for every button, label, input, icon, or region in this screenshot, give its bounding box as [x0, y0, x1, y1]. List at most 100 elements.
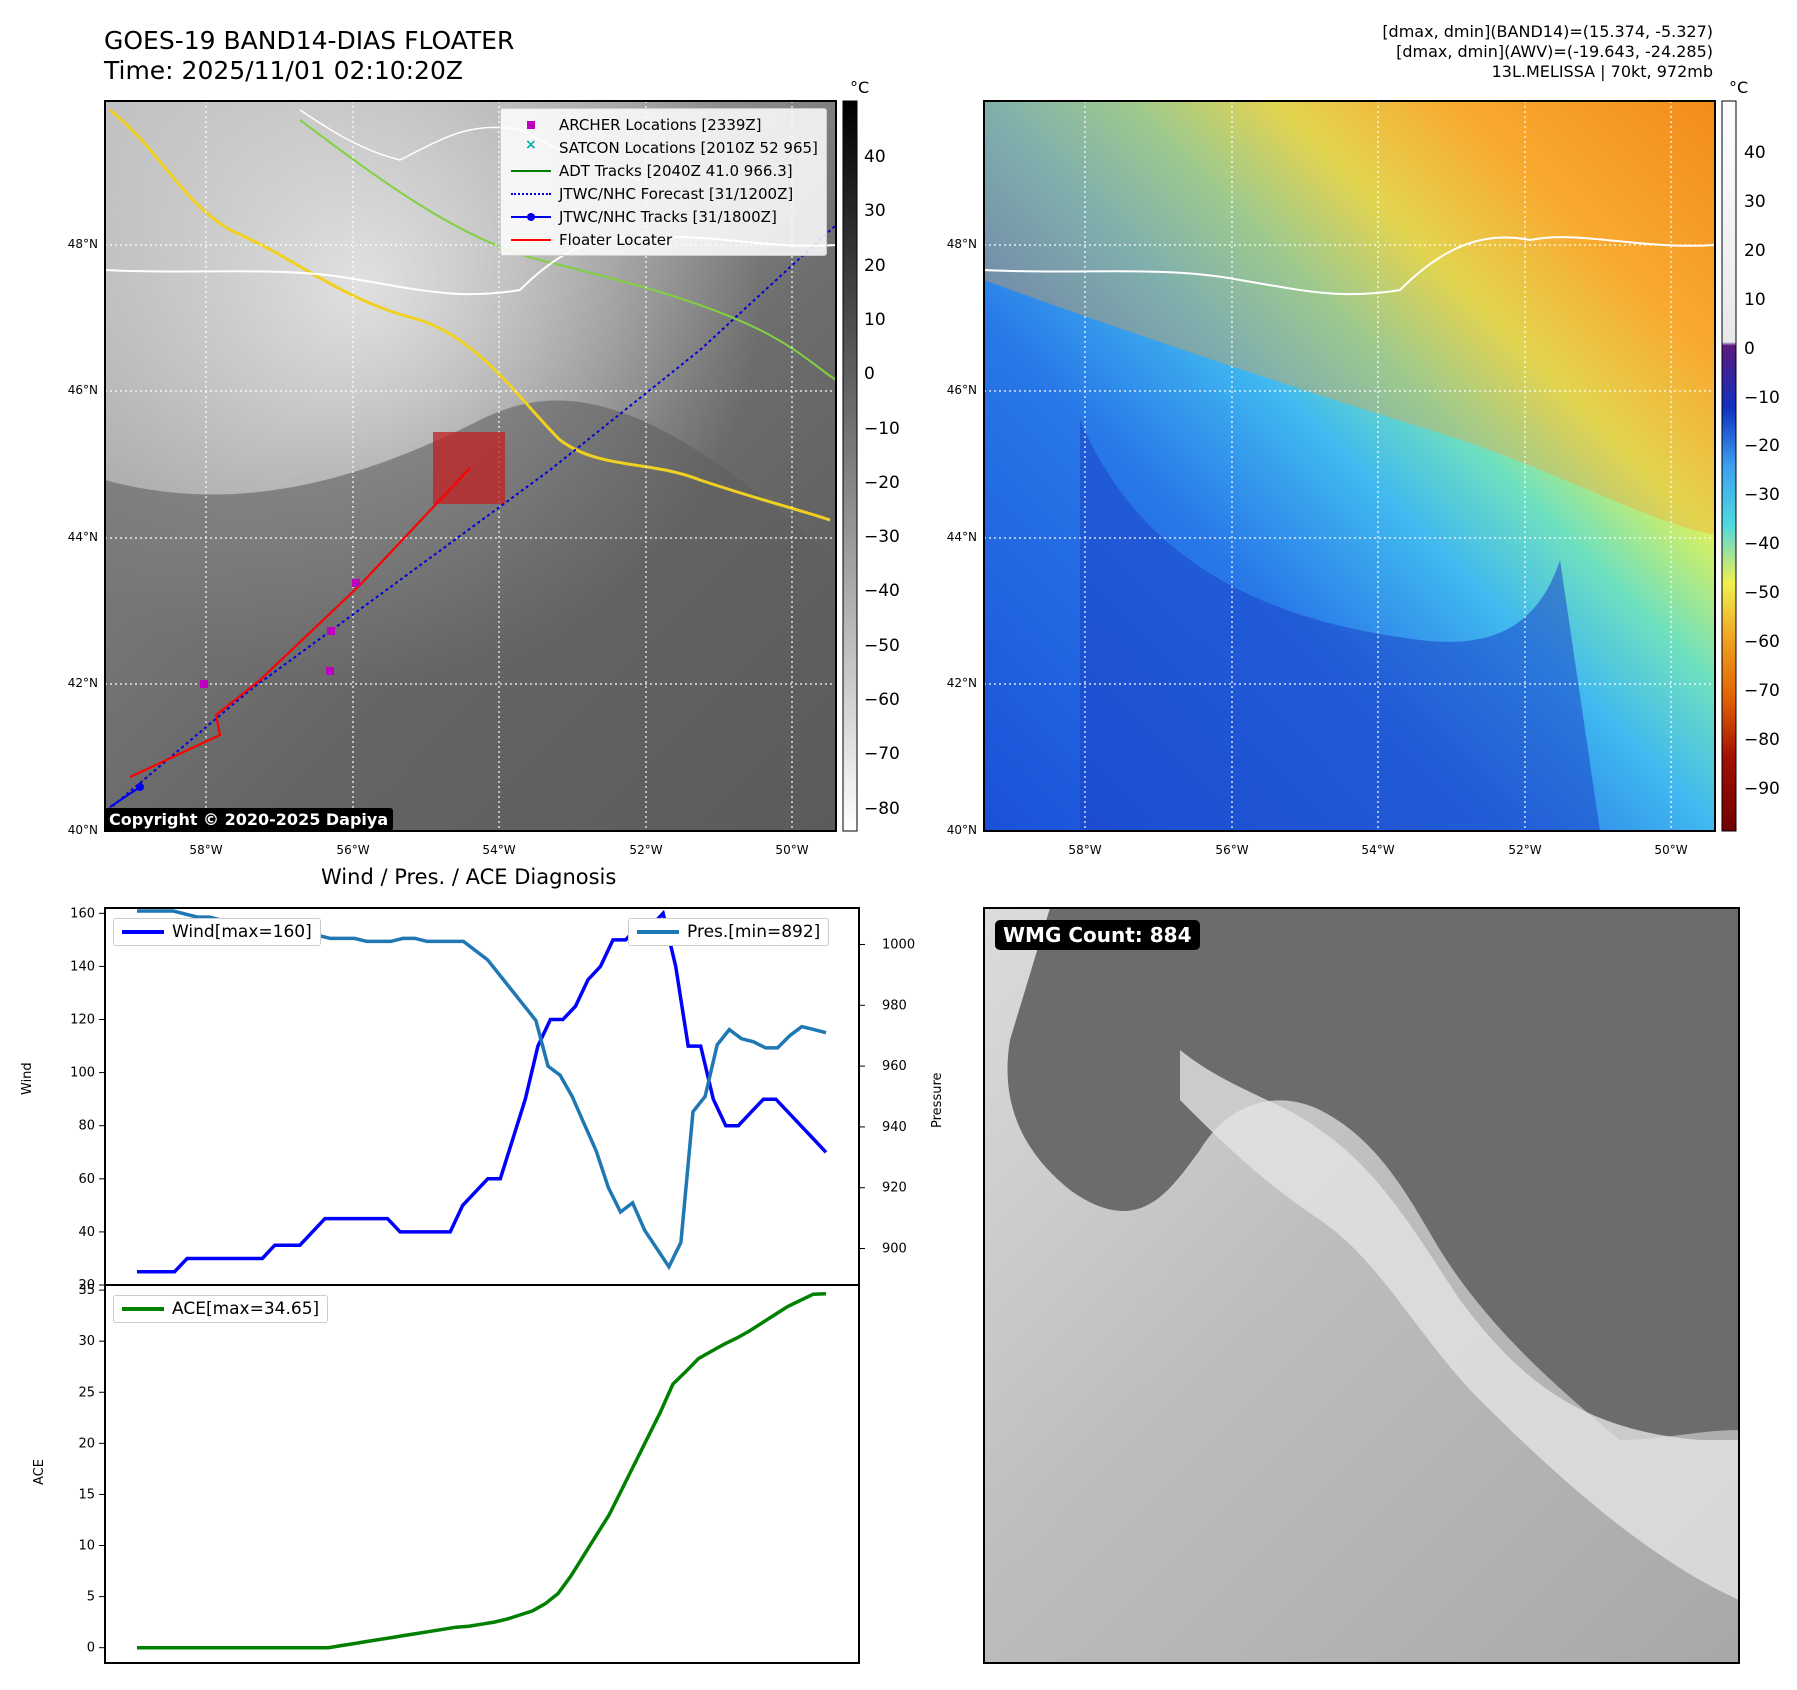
yellow-contour [109, 108, 831, 522]
wmg-count-badge: WMG Count: 884 [995, 920, 1200, 950]
ir-colorbar-tick: 30 [864, 201, 886, 222]
awv-lat-label: 40°N [946, 823, 977, 837]
wmg-frame [983, 907, 1740, 1664]
floater-locater-track [129, 467, 471, 778]
awv-lat-label: 46°N [946, 383, 977, 397]
pres-tick-label: 920 [882, 1181, 907, 1196]
ace-legend-label: ACE[max=34.65] [172, 1299, 320, 1319]
info-line-2: [dmax, dmin](AWV)=(-19.643, -24.285) [1396, 42, 1713, 61]
legend-floater: Floater Locater [509, 228, 818, 251]
awv-colorbar-tick: −90 [1744, 778, 1780, 799]
awv-map-frame [983, 100, 1716, 832]
wind-tick-label: 60 [78, 1172, 95, 1187]
ir-colorbar-tick: −10 [864, 418, 900, 439]
ace-series-line [137, 1291, 827, 1650]
pres-tick-label: 1000 [882, 937, 915, 952]
legend-archer-label: ARCHER Locations [2339Z] [559, 115, 762, 134]
title-line-1: GOES-19 BAND14-DIAS FLOATER [104, 26, 515, 55]
jtwc-track [109, 786, 141, 808]
ir-lon-label: 50°W [775, 843, 809, 857]
awv-lat-label: 42°N [946, 676, 977, 690]
awv-colorbar-tick: 20 [1744, 240, 1766, 261]
wind-legend-label: Wind[max=160] [172, 922, 312, 942]
ir-lon-label: 52°W [629, 843, 663, 857]
ace-tick-label: 10 [78, 1539, 95, 1554]
awv-colorbar-tick: −80 [1744, 729, 1780, 750]
wmg-panel [983, 907, 1740, 1664]
ace-tick-label: 35 [78, 1283, 95, 1298]
ir-colorbar-tick: 40 [864, 147, 886, 167]
ace-frame [104, 1284, 860, 1664]
ir-colorbar-unit: °C [850, 78, 870, 97]
wind-legend: Wind[max=160] [113, 918, 321, 946]
awv-dry-slot [1080, 420, 1600, 831]
ir-colorbar-tick: 10 [864, 309, 886, 330]
pres-tick-label: 980 [882, 998, 907, 1013]
awv-lon-label: 52°W [1508, 843, 1542, 857]
legend-archer: ARCHER Locations [2339Z] [509, 113, 818, 136]
ir-colorbar-tick: −80 [864, 798, 900, 819]
ace-tick-label: 0 [87, 1641, 95, 1656]
ir-colorbar-tick: 20 [864, 255, 886, 276]
wind-tick-label: 140 [70, 959, 95, 974]
wind-tick-label: 100 [70, 1066, 95, 1081]
jtwc-forecast-track [107, 224, 836, 811]
awv-colorbar-tick: −40 [1744, 534, 1780, 555]
ir-colorbar-tick: −40 [864, 581, 900, 602]
wind-tick-label: 160 [70, 906, 95, 921]
info-line-3: 13L.MELISSA | 70kt, 972mb [1491, 62, 1713, 81]
ace-tick-label: 15 [78, 1487, 95, 1502]
ir-colorbar-tick: −20 [864, 472, 900, 493]
ir-lat-label: 40°N [67, 823, 98, 837]
awv-colorbar-tick: −20 [1744, 436, 1780, 457]
legend-adt: ADT Tracks [2040Z 41.0 966.3] [509, 159, 818, 182]
wmg-bright-band [1180, 1050, 1739, 1600]
awv-colorbar-tick: 40 [1744, 143, 1766, 163]
awv-colorbar-tick: 30 [1744, 191, 1766, 212]
archer-point [326, 667, 334, 675]
awv-colorbar-tick: 10 [1744, 289, 1766, 310]
ir-lon-label: 54°W [482, 843, 516, 857]
ace-axis-label: ACE [32, 1459, 47, 1485]
ace-tick-label: 25 [78, 1385, 95, 1400]
green-contour [299, 119, 836, 381]
title-line-2: Time: 2025/11/01 02:10:20Z [104, 56, 463, 85]
awv-colorbar-unit: °C [1729, 78, 1749, 97]
awv-gridlines [984, 101, 1715, 831]
ace-tick-label: 5 [87, 1590, 95, 1605]
info-line-1: [dmax, dmin](BAND14)=(15.374, -5.327) [1382, 22, 1713, 41]
wind-tick-label: 20 [78, 1278, 95, 1293]
legend-jtwc-forecast: JTWC/NHC Forecast [31/1200Z] [509, 182, 818, 205]
pres-legend-label: Pres.[min=892] [687, 922, 821, 942]
pressure-axis-label: Pressure [930, 1072, 945, 1128]
awv-lat-label: 44°N [946, 530, 977, 544]
pres-legend: Pres.[min=892] [628, 918, 830, 946]
figure-title: GOES-19 BAND14-DIAS FLOATER Time: 2025/1… [104, 26, 514, 86]
ace-tick-label: 30 [78, 1334, 95, 1349]
ir-colorbar-tick: −30 [864, 527, 900, 548]
awv-moist-band [984, 101, 1715, 535]
map-legend: ARCHER Locations [2339Z] × SATCON Locati… [500, 108, 827, 256]
ir-dark-sea-region [105, 400, 836, 831]
copyright-badge: Copyright © 2020-2025 Dapiya [104, 808, 394, 831]
pres-tick-label: 940 [882, 1120, 907, 1135]
ir-colorbar-tick: −50 [864, 635, 900, 656]
legend-jtwc-forecast-label: JTWC/NHC Forecast [31/1200Z] [559, 184, 794, 203]
awv-lon-label: 50°W [1654, 843, 1688, 857]
awv-colorbar-tick: −50 [1744, 583, 1780, 604]
wind-pres-chart: 20 40 60 80 100 120 140 160 900 920 940 960 980 1000 [70, 906, 915, 1293]
wind-series-line [137, 909, 828, 1274]
ace-chart: 0 5 10 15 20 25 30 35 [78, 1283, 860, 1664]
ir-lat-label: 42°N [67, 676, 98, 690]
awv-lon-label: 54°W [1361, 843, 1395, 857]
legend-satcon-label: SATCON Locations [2010Z 52 965] [559, 138, 818, 157]
wind-tick-label: 80 [78, 1119, 95, 1134]
archer-point [327, 627, 335, 635]
ir-lat-label: 48°N [67, 237, 98, 251]
pres-tick-label: 960 [882, 1059, 907, 1074]
legend-floater-label: Floater Locater [559, 230, 673, 249]
awv-coastline [984, 236, 1715, 296]
legend-satcon: × SATCON Locations [2010Z 52 965] [525, 136, 818, 157]
pres-tick-label: 900 [882, 1242, 907, 1257]
awv-colorbar-tick: 0 [1744, 338, 1755, 359]
